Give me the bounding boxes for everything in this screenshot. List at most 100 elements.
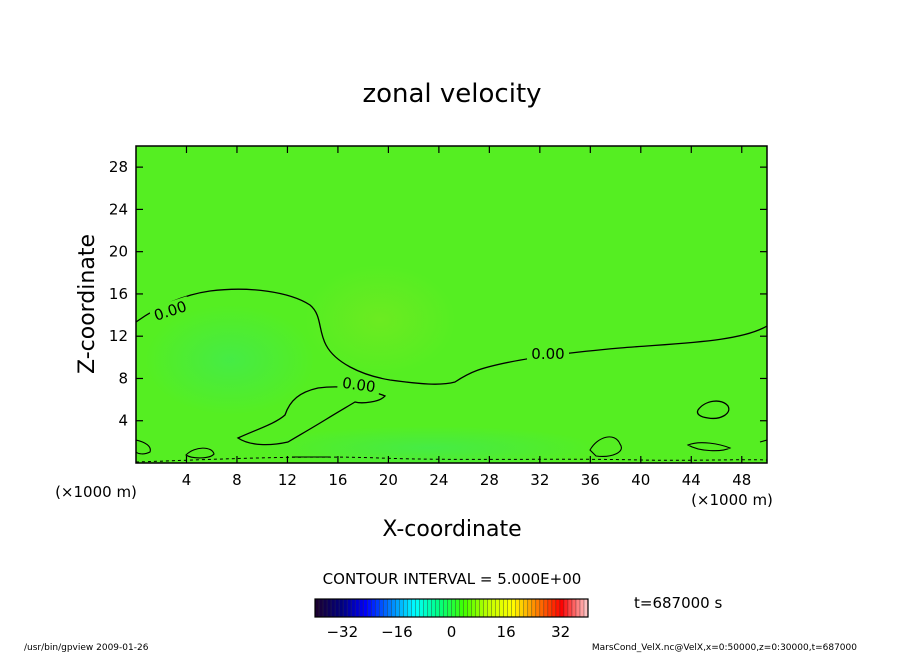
colorbar-cell — [339, 599, 344, 617]
plot-area: 0.00 0.00 0.00 — [136, 146, 767, 463]
colorbar-cell — [447, 599, 452, 617]
field-shade-left — [145, 305, 315, 415]
colorbar-cell — [367, 599, 372, 617]
colorbar-cell — [463, 599, 469, 617]
colorbar-cell — [583, 599, 589, 617]
contour-label-2: 0.00 — [531, 345, 564, 363]
colorbar-cell — [419, 599, 424, 617]
colorbar — [314, 599, 589, 617]
y-tick-label: 28 — [109, 158, 128, 176]
colorbar-ticks: −32 −16 0 16 32 — [326, 623, 570, 641]
x-tick-label: 8 — [232, 471, 242, 489]
colorbar-cell — [331, 599, 336, 617]
colorbar-cell — [495, 599, 501, 617]
colorbar-tick-label: −32 — [326, 623, 358, 641]
colorbar-cell — [511, 599, 517, 617]
colorbar-cell — [559, 599, 565, 617]
x-unit-label: (×1000 m) — [691, 491, 773, 509]
colorbar-cell — [423, 599, 428, 617]
colorbar-cell — [391, 599, 396, 617]
contour-label-bg-1 — [148, 296, 192, 324]
colorbar-cell — [551, 599, 557, 617]
y-axis-label: Z-coordinate — [75, 234, 100, 374]
contour-zero-main — [136, 288, 767, 385]
colorbar-cell — [359, 599, 364, 617]
colorbar-cell — [431, 599, 436, 617]
colorbar-cell — [427, 599, 432, 617]
colorbar-cell — [451, 599, 457, 617]
colorbar-cell — [471, 599, 477, 617]
chart-title: zonal velocity — [362, 79, 541, 109]
colorbar-cell — [455, 599, 461, 617]
colorbar-cell — [315, 599, 320, 617]
colorbar-cell — [575, 599, 581, 617]
x-tick-label: 24 — [429, 471, 448, 489]
colorbar-cell — [523, 599, 529, 617]
colorbar-cell — [399, 599, 404, 617]
colorbar-cell — [387, 599, 392, 617]
colorbar-cell — [343, 599, 348, 617]
field-shade-bottom — [260, 426, 600, 463]
plot-frame — [135, 145, 768, 464]
colorbar-cell — [323, 599, 328, 617]
x-tick-label: 32 — [530, 471, 549, 489]
contour-label-3: 0.00 — [341, 374, 377, 396]
contour-label-bg-3 — [337, 373, 381, 395]
colorbar-cell — [407, 599, 412, 617]
x-tick-label: 40 — [631, 471, 650, 489]
colorbar-cell — [519, 599, 525, 617]
colorbar-cell — [355, 599, 360, 617]
contour-dashed-ground — [136, 456, 767, 463]
colorbar-cell — [527, 599, 533, 617]
colorbar-frame — [314, 598, 589, 618]
x-axis: 4 8 12 16 20 24 28 32 36 40 44 48 — [182, 146, 751, 489]
colorbar-cell — [547, 599, 553, 617]
x-tick-label: 4 — [182, 471, 192, 489]
colorbar-cell — [539, 599, 545, 617]
colorbar-cell — [503, 599, 509, 617]
colorbar-cell — [415, 599, 420, 617]
colorbar-cell — [371, 599, 376, 617]
colorbar-cell — [491, 599, 497, 617]
x-tick-label: 36 — [581, 471, 600, 489]
y-tick-label: 8 — [118, 369, 128, 387]
y-tick-label: 24 — [109, 200, 128, 218]
colorbar-cell — [499, 599, 505, 617]
footer-left: /usr/bin/gpview 2009-01-26 — [24, 643, 149, 653]
colorbar-tick-label: −16 — [381, 623, 413, 641]
colorbar-tick-label: 0 — [447, 623, 457, 641]
colorbar-cell — [351, 599, 356, 617]
colorbar-cell — [347, 599, 352, 617]
colorbar-cell — [535, 599, 541, 617]
colorbar-cell — [479, 599, 485, 617]
colorbar-cell — [507, 599, 513, 617]
colorbar-cell — [555, 599, 561, 617]
colorbar-cell — [411, 599, 416, 617]
colorbar-cell — [327, 599, 332, 617]
contour-zero-lobe — [236, 386, 387, 446]
colorbar-cell — [439, 599, 444, 617]
colorbar-cell — [379, 599, 384, 617]
y-tick-label: 12 — [109, 327, 128, 345]
colorbar-cell — [543, 599, 549, 617]
contour-interval: CONTOUR INTERVAL = 5.000E+00 — [323, 570, 582, 588]
y-tick-label: 20 — [109, 243, 128, 261]
y-tick-label: 4 — [118, 412, 128, 430]
colorbar-cell — [403, 599, 408, 617]
x-tick-label: 12 — [278, 471, 297, 489]
x-tick-label: 28 — [480, 471, 499, 489]
colorbar-cell — [375, 599, 380, 617]
colorbar-cell — [515, 599, 521, 617]
y-tick-label: 16 — [109, 285, 128, 303]
colorbar-tick-label: 16 — [497, 623, 516, 641]
colorbar-cell — [383, 599, 388, 617]
colorbar-cell — [395, 599, 400, 617]
colorbar-cell — [563, 599, 569, 617]
colorbar-cell — [475, 599, 481, 617]
y-unit-label: (×1000 m) — [55, 483, 137, 501]
colorbar-cell — [487, 599, 493, 617]
time-label: t=687000 s — [634, 594, 722, 612]
colorbar-cell — [579, 599, 585, 617]
y-axis: 4 8 12 16 20 24 28 — [109, 158, 767, 430]
